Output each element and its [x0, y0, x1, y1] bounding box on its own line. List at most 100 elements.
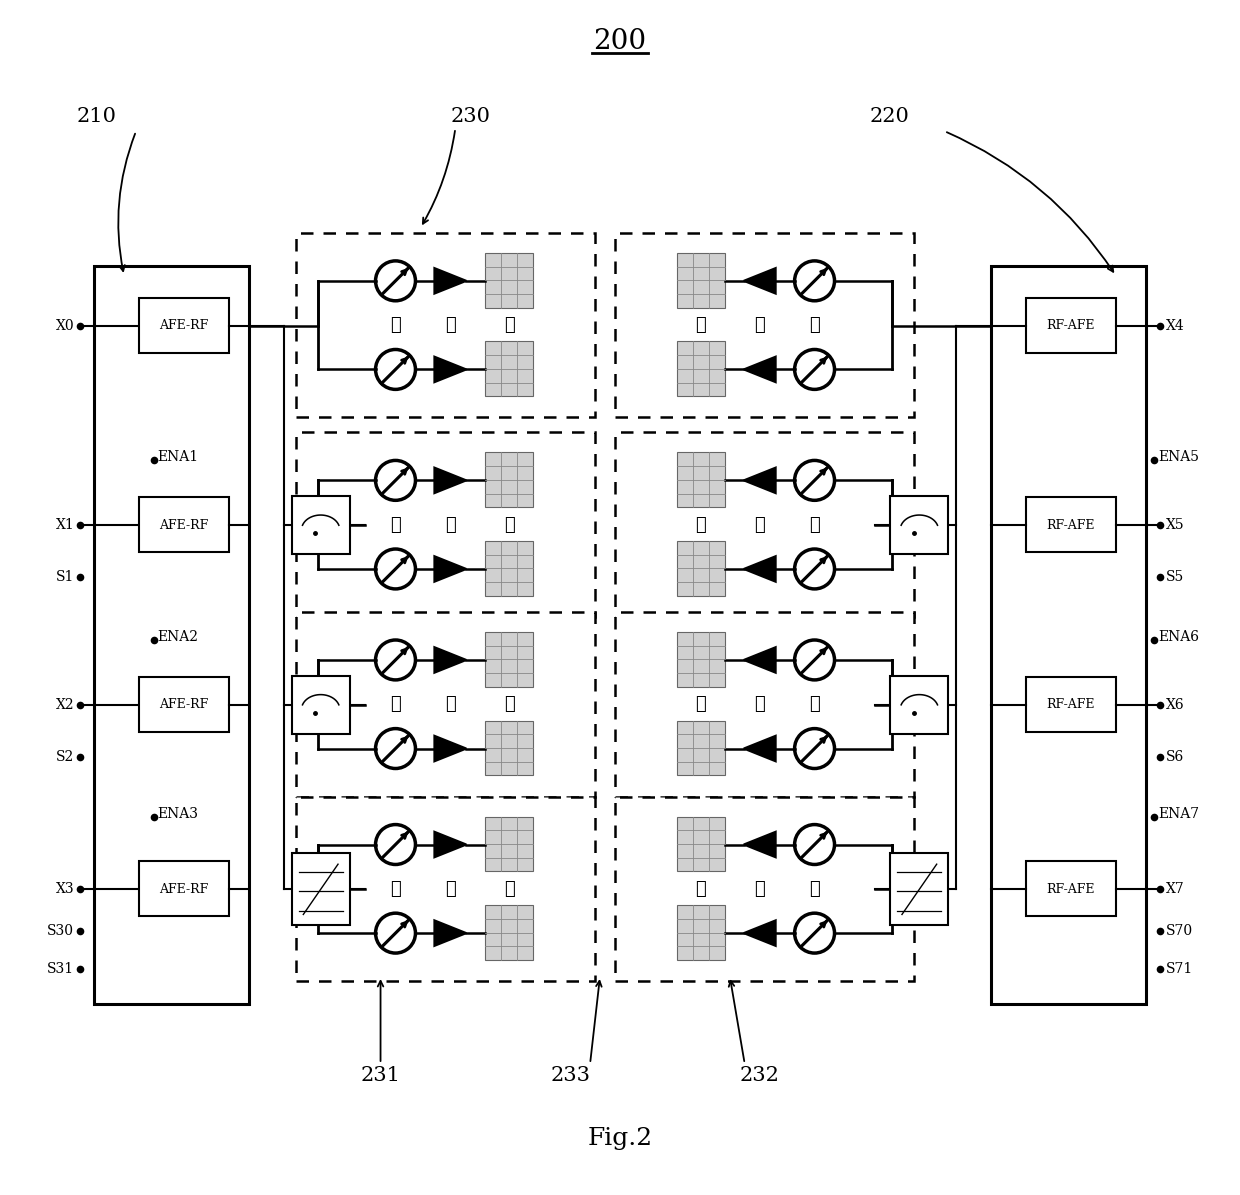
Text: ⋮: ⋮: [696, 695, 707, 713]
Text: ⋮: ⋮: [445, 516, 456, 534]
Text: 233: 233: [551, 1066, 590, 1085]
Text: RF-AFE: RF-AFE: [1047, 883, 1095, 896]
Bar: [677, 453, 724, 508]
Text: ⋮: ⋮: [391, 317, 401, 335]
Text: ENA3: ENA3: [157, 808, 198, 821]
Polygon shape: [434, 920, 466, 946]
Text: S5: S5: [1166, 570, 1184, 584]
Text: X5: X5: [1166, 519, 1184, 532]
Bar: [615, 233, 914, 417]
Text: AFE-RF: AFE-RF: [160, 519, 208, 532]
Text: ⋮: ⋮: [445, 317, 456, 335]
Text: X3: X3: [56, 882, 74, 896]
Polygon shape: [434, 736, 466, 761]
Text: S30: S30: [47, 924, 74, 938]
Bar: [291, 853, 350, 925]
Text: 220: 220: [869, 106, 909, 125]
Text: ⋮: ⋮: [391, 516, 401, 534]
Text: AFE-RF: AFE-RF: [160, 883, 208, 896]
Text: AFE-RF: AFE-RF: [160, 698, 208, 711]
Bar: [139, 298, 229, 353]
Bar: [1025, 862, 1116, 917]
Polygon shape: [744, 556, 776, 582]
Text: S2: S2: [56, 749, 74, 764]
Bar: [295, 797, 595, 981]
Text: ⋮: ⋮: [696, 516, 707, 534]
Polygon shape: [744, 467, 776, 494]
Bar: [991, 265, 1146, 1004]
Bar: [291, 496, 350, 554]
Text: ⋮: ⋮: [503, 880, 515, 897]
Text: ENA2: ENA2: [157, 630, 198, 644]
Polygon shape: [434, 832, 466, 857]
Text: 231: 231: [361, 1066, 401, 1085]
Text: ⋮: ⋮: [503, 317, 515, 335]
Bar: [485, 253, 533, 308]
Bar: [677, 253, 724, 308]
Polygon shape: [434, 556, 466, 582]
Text: ⋮: ⋮: [391, 695, 401, 713]
Bar: [1025, 676, 1116, 731]
Text: ⋮: ⋮: [810, 516, 820, 534]
Text: ⋮: ⋮: [754, 880, 765, 897]
Bar: [615, 612, 914, 797]
Polygon shape: [744, 832, 776, 857]
Text: ENA5: ENA5: [1158, 451, 1199, 465]
Bar: [485, 632, 533, 687]
Text: ENA1: ENA1: [157, 451, 198, 465]
Text: ⋮: ⋮: [810, 695, 820, 713]
Text: ENA6: ENA6: [1158, 630, 1199, 644]
Bar: [890, 853, 949, 925]
Bar: [295, 433, 595, 617]
Text: RF-AFE: RF-AFE: [1047, 319, 1095, 332]
Bar: [615, 797, 914, 981]
Text: X0: X0: [56, 319, 74, 332]
Text: ENA7: ENA7: [1158, 808, 1199, 821]
Text: S70: S70: [1166, 924, 1193, 938]
Text: ⋮: ⋮: [503, 516, 515, 534]
Bar: [677, 721, 724, 776]
Text: ⋮: ⋮: [391, 880, 401, 897]
Bar: [139, 862, 229, 917]
Polygon shape: [744, 736, 776, 761]
Bar: [485, 453, 533, 508]
Text: S1: S1: [56, 570, 74, 584]
Bar: [890, 496, 949, 554]
Text: RF-AFE: RF-AFE: [1047, 698, 1095, 711]
Bar: [677, 632, 724, 687]
Text: X1: X1: [56, 519, 74, 532]
Polygon shape: [744, 268, 776, 294]
Bar: [291, 676, 350, 734]
Bar: [139, 497, 229, 552]
Polygon shape: [434, 648, 466, 673]
Text: S31: S31: [47, 962, 74, 976]
Text: S71: S71: [1166, 962, 1193, 976]
Bar: [485, 541, 533, 596]
Bar: [615, 433, 914, 617]
Text: 230: 230: [450, 106, 490, 125]
Polygon shape: [744, 920, 776, 946]
Bar: [890, 676, 949, 734]
Bar: [295, 612, 595, 797]
Text: X7: X7: [1166, 882, 1184, 896]
Polygon shape: [744, 356, 776, 382]
Text: ⋮: ⋮: [503, 695, 515, 713]
Text: 232: 232: [740, 1066, 780, 1085]
Text: 210: 210: [76, 106, 117, 125]
Text: ⋮: ⋮: [810, 880, 820, 897]
Text: S6: S6: [1166, 749, 1184, 764]
Text: ⋮: ⋮: [810, 317, 820, 335]
Bar: [485, 721, 533, 776]
Polygon shape: [434, 356, 466, 382]
Text: ⋮: ⋮: [754, 695, 765, 713]
Text: ⋮: ⋮: [445, 695, 456, 713]
Polygon shape: [434, 268, 466, 294]
Bar: [295, 233, 595, 417]
Text: Fig.2: Fig.2: [588, 1127, 652, 1151]
Text: ⋮: ⋮: [445, 880, 456, 897]
Polygon shape: [434, 467, 466, 494]
Text: X4: X4: [1166, 319, 1184, 332]
Text: ⋮: ⋮: [754, 317, 765, 335]
Bar: [1025, 298, 1116, 353]
Bar: [677, 816, 724, 871]
